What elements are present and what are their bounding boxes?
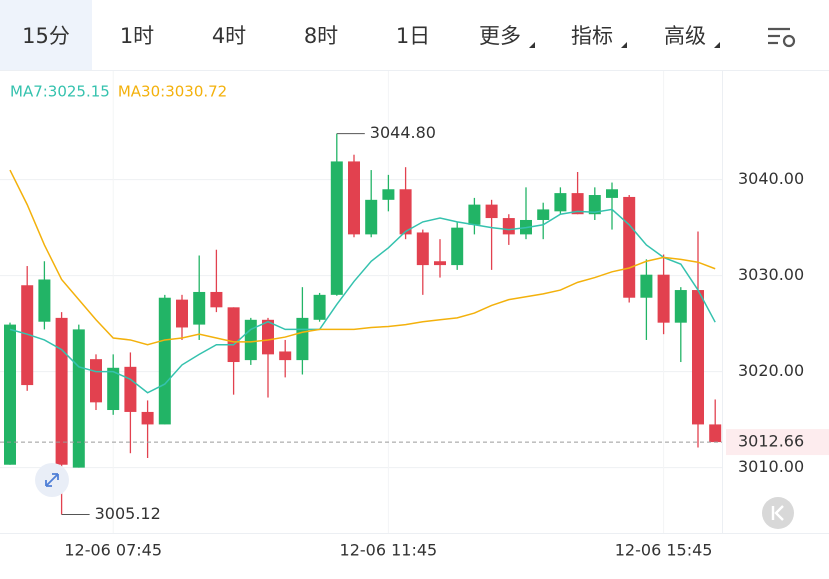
reset-button[interactable] <box>762 497 794 529</box>
candle-body <box>279 351 292 361</box>
candle-body <box>38 279 51 322</box>
candle-body <box>244 319 257 361</box>
candle-body <box>709 424 722 443</box>
candle-body <box>434 261 446 266</box>
y-tick-label: 3020.00 <box>738 361 804 380</box>
candle-body <box>141 411 154 425</box>
toolbar: 15分 1时 4时 8时 1日 更多 指标 高级 <box>22 24 720 48</box>
candle-body <box>210 291 223 308</box>
tab[interactable]: 15分 <box>22 24 70 48</box>
ma-line <box>9 169 716 346</box>
dropdown-arrow <box>714 42 720 48</box>
candle-body <box>124 366 137 412</box>
candle-body <box>365 199 378 235</box>
annotation-label: 3044.80 <box>370 123 436 142</box>
legend-entry: MA7:3025.15 <box>10 83 110 101</box>
candle-body <box>313 294 326 320</box>
candle-body <box>502 218 515 235</box>
candle-body <box>193 291 206 325</box>
x-tick-label: 12-06 15:45 <box>615 541 713 560</box>
y-tick-label: 3040.00 <box>738 169 804 188</box>
tab-active-bg <box>0 0 92 70</box>
dropdown-arrow <box>529 42 535 48</box>
y-tick-label: 3030.00 <box>738 265 804 284</box>
candle-body <box>227 307 240 363</box>
tab[interactable]: 8时 <box>304 24 338 48</box>
current-price-bg <box>726 429 829 456</box>
candle-body <box>262 319 274 355</box>
tab[interactable]: 1时 <box>120 24 154 48</box>
x-tick-label: 12-06 07:45 <box>64 541 162 560</box>
dropdown-arrow <box>621 42 627 48</box>
candle-body <box>451 227 464 266</box>
candle-body <box>382 189 395 200</box>
candle-body <box>674 290 687 323</box>
tab[interactable]: 1日 <box>396 24 430 48</box>
tab[interactable]: 指标 <box>571 24 613 48</box>
candle-body <box>176 299 188 328</box>
candle-body <box>606 189 618 198</box>
candle-body <box>485 204 498 219</box>
candle-body <box>158 297 171 425</box>
candle-body <box>90 359 102 403</box>
ma-line <box>9 208 716 394</box>
annotation-label: 3005.12 <box>95 504 161 523</box>
legend-entry: MA30:3030.72 <box>118 83 227 101</box>
expand-icon[interactable] <box>35 463 69 497</box>
current-price-label: 3012.66 <box>738 432 804 451</box>
candle-body <box>623 196 636 298</box>
candle-body <box>107 367 120 411</box>
tab[interactable]: 更多 <box>479 24 521 48</box>
candle-body <box>416 232 429 266</box>
tab[interactable]: 4时 <box>212 24 246 48</box>
candle-body <box>348 161 360 235</box>
candle-body <box>640 274 653 298</box>
candle-body <box>692 290 704 425</box>
candle-body <box>4 324 16 465</box>
candle-body <box>55 317 68 465</box>
candle-body <box>657 274 670 323</box>
candle-body <box>571 193 584 215</box>
x-tick-label: 12-06 11:45 <box>340 541 438 560</box>
candle-body <box>468 204 481 225</box>
tab[interactable]: 高级 <box>664 24 706 48</box>
settings-icon[interactable] <box>768 27 796 48</box>
candle-body <box>399 189 412 235</box>
plot: 3010.00 3020.00 3030.00 3040.00 12-06 07:45 1… <box>0 71 829 560</box>
candle-body <box>537 209 550 220</box>
candle-body <box>330 161 343 295</box>
candle-body <box>296 317 309 361</box>
candle-body <box>588 195 601 215</box>
y-tick-label: 3010.00 <box>738 457 804 476</box>
candle-body <box>72 329 85 468</box>
candle-body <box>21 285 34 386</box>
candle-body <box>554 193 567 212</box>
